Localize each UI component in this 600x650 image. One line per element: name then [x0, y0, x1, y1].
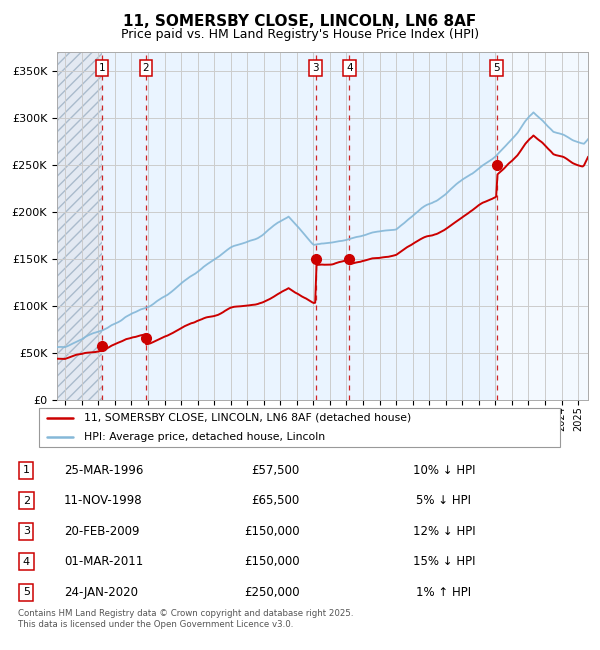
Text: 1: 1: [99, 62, 106, 73]
Text: 11-NOV-1998: 11-NOV-1998: [64, 494, 142, 507]
Text: 10% ↓ HPI: 10% ↓ HPI: [413, 464, 475, 477]
Text: £65,500: £65,500: [252, 494, 300, 507]
FancyBboxPatch shape: [38, 408, 560, 447]
Text: 2: 2: [23, 496, 30, 506]
Text: 4: 4: [23, 557, 30, 567]
Text: 20-FEB-2009: 20-FEB-2009: [64, 525, 139, 538]
Text: 1% ↑ HPI: 1% ↑ HPI: [416, 586, 472, 599]
Bar: [146, 52, 316, 400]
Bar: [57, 52, 102, 400]
Bar: [57, 52, 102, 400]
Text: 11, SOMERSBY CLOSE, LINCOLN, LN6 8AF (detached house): 11, SOMERSBY CLOSE, LINCOLN, LN6 8AF (de…: [83, 413, 411, 422]
Text: Contains HM Land Registry data © Crown copyright and database right 2025.: Contains HM Land Registry data © Crown c…: [18, 608, 353, 618]
Text: HPI: Average price, detached house, Lincoln: HPI: Average price, detached house, Linc…: [83, 432, 325, 442]
Text: £150,000: £150,000: [244, 525, 300, 538]
Text: £150,000: £150,000: [244, 555, 300, 568]
Text: 5: 5: [493, 62, 500, 73]
Text: 5: 5: [23, 588, 30, 597]
Text: £57,500: £57,500: [252, 464, 300, 477]
Text: 24-JAN-2020: 24-JAN-2020: [64, 586, 138, 599]
Text: 12% ↓ HPI: 12% ↓ HPI: [413, 525, 475, 538]
Bar: [316, 52, 349, 400]
Text: 3: 3: [23, 526, 30, 536]
Text: 2: 2: [143, 62, 149, 73]
Text: 5% ↓ HPI: 5% ↓ HPI: [416, 494, 472, 507]
Text: 3: 3: [312, 62, 319, 73]
Text: 1: 1: [23, 465, 30, 475]
Text: 25-MAR-1996: 25-MAR-1996: [64, 464, 143, 477]
Bar: [102, 52, 146, 400]
Text: Price paid vs. HM Land Registry's House Price Index (HPI): Price paid vs. HM Land Registry's House …: [121, 28, 479, 41]
Text: 11, SOMERSBY CLOSE, LINCOLN, LN6 8AF: 11, SOMERSBY CLOSE, LINCOLN, LN6 8AF: [124, 14, 476, 29]
Bar: [349, 52, 497, 400]
Text: 01-MAR-2011: 01-MAR-2011: [64, 555, 143, 568]
Text: £250,000: £250,000: [244, 586, 300, 599]
Text: This data is licensed under the Open Government Licence v3.0.: This data is licensed under the Open Gov…: [18, 620, 293, 629]
Text: 4: 4: [346, 62, 353, 73]
Text: 15% ↓ HPI: 15% ↓ HPI: [413, 555, 475, 568]
Bar: [497, 52, 588, 400]
